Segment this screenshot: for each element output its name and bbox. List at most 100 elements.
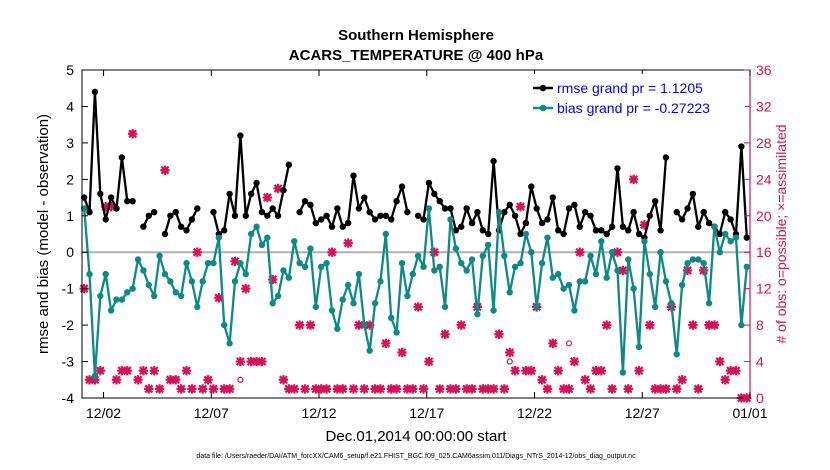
rmse-point: [441, 205, 449, 212]
bias-point: [522, 230, 530, 238]
bias-point: [344, 281, 352, 289]
rmse-point: [97, 190, 104, 198]
obs-assimilated-marker: [348, 384, 359, 394]
rmse-point: [635, 230, 643, 238]
rmse-point: [501, 208, 508, 216]
obs-possible-marker: [565, 340, 573, 347]
bias-point: [436, 263, 443, 270]
obs-assimilated-marker: [688, 320, 698, 330]
rmse-point: [544, 216, 551, 223]
rmse-point: [124, 198, 131, 205]
bias-point: [102, 270, 109, 278]
bias-point: [328, 307, 336, 314]
bias-point: [388, 314, 395, 322]
obs-assimilated-marker: [165, 375, 176, 385]
y2-tick-label: 4: [756, 354, 764, 370]
bias-point: [581, 278, 589, 285]
y-axis-label: rmse and bias (model - observation): [35, 114, 52, 354]
bias-point: [608, 249, 616, 256]
obs-assimilated-marker: [634, 365, 644, 376]
obs-assimilated-marker: [375, 384, 386, 394]
y2-tick-label: 0: [756, 390, 764, 406]
bias-point: [183, 259, 190, 267]
rmse-point: [382, 212, 390, 219]
rmse-point: [242, 212, 249, 219]
rmse-point: [705, 219, 713, 227]
bias-point: [237, 259, 244, 267]
obs-assimilated-marker: [197, 384, 208, 394]
rmse-point: [662, 154, 670, 161]
bias-point: [635, 343, 643, 351]
obs-assimilated-marker: [445, 384, 456, 394]
rmse-point: [651, 198, 659, 205]
rmse-point: [431, 190, 438, 198]
rmse-point: [522, 219, 530, 227]
obs-assimilated-marker: [661, 384, 671, 394]
bias-point: [188, 278, 196, 285]
bias-point: [614, 267, 621, 274]
obs-assimilated-marker: [391, 384, 402, 394]
bias-point: [528, 249, 535, 256]
rmse-point: [474, 208, 481, 216]
obs-assimilated-marker: [321, 384, 332, 394]
bias-point: [86, 270, 93, 278]
rmse-point: [484, 230, 492, 238]
bias-point: [420, 263, 427, 270]
bias-point: [506, 289, 513, 296]
bias-point: [404, 292, 411, 300]
obs-assimilated-marker: [273, 183, 283, 194]
rmse-point: [511, 212, 519, 219]
rmse-point: [684, 205, 691, 212]
bias-point: [722, 230, 729, 238]
bias-point: [587, 252, 594, 260]
legend: rmse grand pr = 1.1205 bias grand pr = -…: [530, 74, 745, 120]
bias-point: [280, 267, 287, 274]
obs-assimilated-marker: [607, 384, 617, 394]
obs-assimilated-marker: [106, 201, 116, 212]
obs-assimilated-marker: [370, 384, 380, 394]
bias-point: [382, 230, 390, 238]
obs-assimilated-marker: [397, 347, 407, 358]
bias-point: [673, 351, 680, 358]
rmse-point: [371, 216, 379, 223]
bias-point: [221, 321, 228, 329]
bias-point: [646, 270, 653, 278]
rmse-point: [210, 208, 217, 216]
rmse-line: [83, 90, 133, 221]
obs-assimilated-marker: [591, 365, 601, 376]
bias-point: [441, 303, 449, 311]
rmse-point: [614, 165, 621, 172]
rmse-point: [226, 190, 233, 198]
rmse-point: [538, 219, 546, 227]
bias-point: [361, 321, 368, 329]
obs-assimilated-marker: [677, 375, 687, 385]
obs-assimilated-marker: [715, 356, 725, 367]
bias-point: [544, 234, 551, 241]
bias-point: [732, 234, 740, 241]
obs-assimilated-marker: [467, 384, 477, 394]
bias-point: [91, 372, 99, 380]
bias-point: [393, 329, 400, 336]
bias-point: [705, 300, 713, 307]
bias-point: [247, 230, 255, 238]
obs-assimilated-marker: [645, 320, 655, 330]
obs-assimilated-marker: [343, 238, 353, 248]
bias-point: [657, 249, 664, 256]
rmse-point: [145, 212, 152, 219]
bias-point: [226, 340, 233, 347]
rmse-point: [301, 198, 309, 205]
rmse-point: [91, 88, 99, 96]
obs-assimilated-marker: [650, 384, 660, 394]
rmse-point: [161, 230, 169, 238]
obs-assimilated-marker: [655, 384, 666, 394]
y2-tick-label: 12: [756, 281, 772, 297]
rmse-point: [458, 223, 465, 230]
rmse-point: [738, 143, 745, 150]
rmse-point: [393, 198, 400, 205]
bias-point: [501, 252, 508, 260]
bias-point: [253, 223, 260, 230]
bias-point: [210, 259, 217, 267]
bias-point: [684, 259, 691, 267]
obs-assimilated-marker: [418, 384, 429, 394]
obs-assimilated-marker: [564, 384, 574, 394]
